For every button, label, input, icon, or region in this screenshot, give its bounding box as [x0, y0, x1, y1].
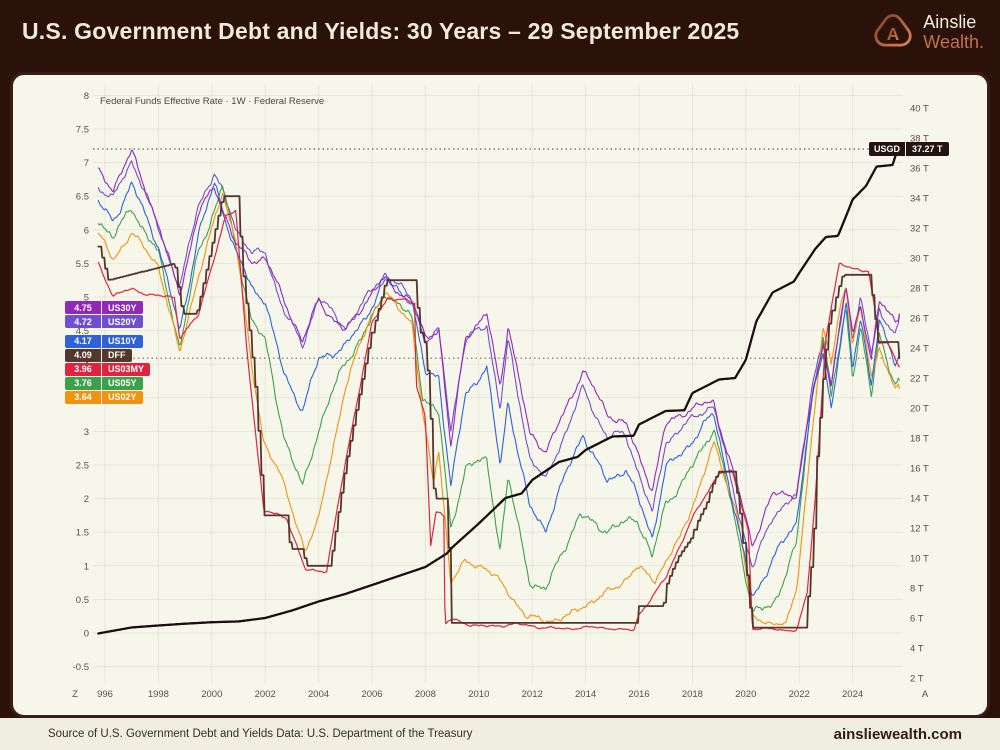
svg-text:3: 3 — [84, 427, 89, 438]
svg-text:38 T: 38 T — [910, 134, 929, 145]
legend-label: DFF — [102, 348, 132, 362]
brand-logo: A Ainslie Wealth. — [870, 9, 984, 55]
svg-text:2016: 2016 — [628, 689, 649, 700]
source-note: Source of U.S. Government Debt and Yield… — [48, 728, 473, 740]
svg-text:0.5: 0.5 — [76, 595, 89, 606]
svg-text:996: 996 — [97, 689, 113, 700]
svg-text:8: 8 — [84, 91, 89, 102]
legend-label: US03MY — [102, 362, 151, 376]
header: U.S. Government Debt and Yields: 30 Year… — [0, 0, 1000, 65]
svg-text:40 T: 40 T — [910, 104, 929, 115]
svg-text:2002: 2002 — [255, 689, 276, 700]
svg-text:2022: 2022 — [789, 689, 810, 700]
legend-label: US02Y — [102, 390, 143, 404]
svg-text:2010: 2010 — [468, 689, 489, 700]
svg-text:16 T: 16 T — [910, 464, 929, 475]
legend-label: US30Y — [102, 301, 143, 315]
svg-text:24 T: 24 T — [910, 344, 929, 355]
svg-text:20 T: 20 T — [910, 404, 929, 415]
legend-item-US20Y[interactable]: 4.72 US20Y — [65, 315, 143, 329]
chart-subtitle: Federal Funds Effective Rate · 1W · Fede… — [100, 96, 325, 107]
legend-item-US03MY[interactable]: 3.96 US03MY — [65, 362, 151, 376]
legend-value: 4.75 — [65, 301, 101, 315]
footer: Source of U.S. Government Debt and Yield… — [0, 718, 1000, 750]
svg-text:26 T: 26 T — [910, 314, 929, 325]
svg-text:4.5: 4.5 — [76, 326, 89, 337]
legend-label: US20Y — [102, 315, 143, 329]
legend-item-US02Y[interactable]: 3.64 US02Y — [65, 390, 143, 404]
page-title: U.S. Government Debt and Yields: 30 Year… — [22, 18, 740, 44]
site-link[interactable]: ainsliewealth.com — [833, 725, 962, 743]
svg-text:2: 2 — [84, 494, 89, 505]
svg-text:1.5: 1.5 — [76, 528, 89, 539]
svg-text:14 T: 14 T — [910, 494, 929, 505]
svg-text:8 T: 8 T — [910, 584, 924, 595]
svg-text:18 T: 18 T — [910, 434, 929, 445]
svg-text:5.5: 5.5 — [76, 259, 89, 270]
legend-item-US30Y[interactable]: 4.75 US30Y — [65, 301, 143, 315]
svg-text:0: 0 — [84, 629, 89, 640]
svg-text:32 T: 32 T — [910, 224, 929, 235]
usgd-badge[interactable]: USGD 37.27 T — [869, 142, 949, 156]
svg-text:4 T: 4 T — [910, 644, 924, 655]
svg-text:2000: 2000 — [201, 689, 222, 700]
svg-text:6: 6 — [84, 225, 89, 236]
legend-item-DFF[interactable]: 4.09 DFF — [65, 348, 132, 362]
svg-text:2006: 2006 — [361, 689, 382, 700]
brand-mark-icon: A — [874, 13, 912, 47]
svg-text:2012: 2012 — [522, 689, 543, 700]
chart-panel: 87.576.565.554.543.532.521.510.50-0.540 … — [10, 72, 990, 718]
usgd-badge-value: 37.27 T — [906, 142, 949, 156]
svg-text:5: 5 — [84, 293, 89, 304]
svg-text:A: A — [887, 24, 899, 44]
legend-value: 4.17 — [65, 334, 101, 348]
svg-text:6.5: 6.5 — [76, 192, 89, 203]
svg-text:7: 7 — [84, 158, 89, 169]
chart-svg[interactable]: 87.576.565.554.543.532.521.510.50-0.540 … — [13, 75, 990, 718]
svg-text:2020: 2020 — [735, 689, 756, 700]
svg-text:10 T: 10 T — [910, 554, 929, 565]
legend-value: 3.96 — [65, 362, 101, 376]
usgd-badge-label: USGD — [869, 142, 906, 156]
svg-text:2004: 2004 — [308, 689, 329, 700]
svg-text:-0.5: -0.5 — [73, 662, 89, 673]
svg-text:1998: 1998 — [148, 689, 169, 700]
legend-value: 3.76 — [65, 376, 101, 390]
legend-item-US10Y[interactable]: 4.17 US10Y — [65, 334, 143, 348]
legend-value: 4.09 — [65, 348, 101, 362]
svg-text:22 T: 22 T — [910, 374, 929, 385]
svg-text:28 T: 28 T — [910, 284, 929, 295]
svg-text:7.5: 7.5 — [76, 125, 89, 136]
svg-text:2.5: 2.5 — [76, 461, 89, 472]
svg-text:2 T: 2 T — [910, 674, 924, 685]
svg-text:A: A — [922, 689, 929, 700]
svg-text:12 T: 12 T — [910, 524, 929, 535]
svg-text:2024: 2024 — [842, 689, 863, 700]
legend-label: US05Y — [102, 376, 143, 390]
svg-text:2018: 2018 — [682, 689, 703, 700]
svg-text:36 T: 36 T — [910, 164, 929, 175]
svg-text:30 T: 30 T — [910, 254, 929, 265]
legend-label: US10Y — [102, 334, 143, 348]
svg-text:Z: Z — [72, 689, 78, 700]
svg-text:2008: 2008 — [415, 689, 436, 700]
legend-value: 3.64 — [65, 390, 101, 404]
legend-value: 4.72 — [65, 315, 101, 329]
svg-text:1: 1 — [84, 561, 89, 572]
brand-name: Ainslie — [923, 12, 977, 32]
legend-item-US05Y[interactable]: 3.76 US05Y — [65, 376, 143, 390]
svg-text:2014: 2014 — [575, 689, 596, 700]
svg-text:6 T: 6 T — [910, 614, 924, 625]
brand-name-2: Wealth. — [923, 32, 984, 52]
svg-text:34 T: 34 T — [910, 194, 929, 205]
